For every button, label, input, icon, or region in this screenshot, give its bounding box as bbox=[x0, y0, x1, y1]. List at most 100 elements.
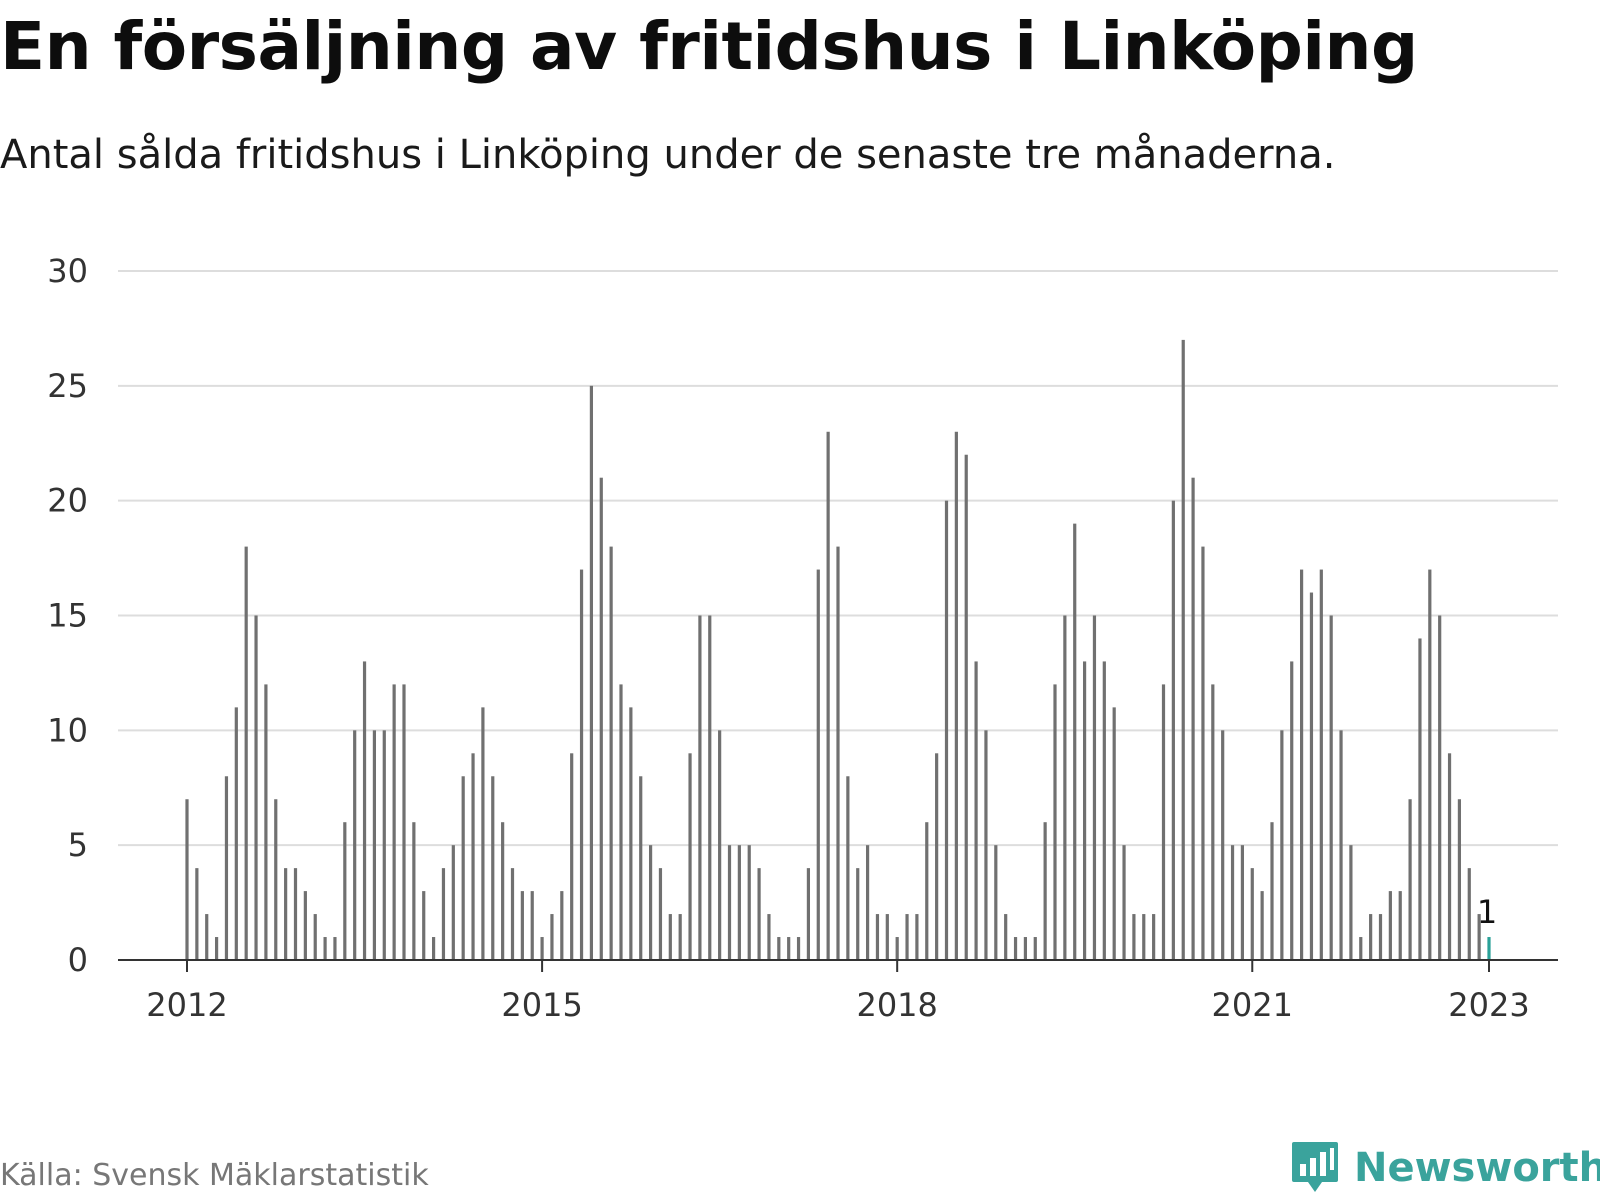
bar bbox=[214, 937, 219, 960]
bar bbox=[964, 454, 968, 960]
bar bbox=[1349, 845, 1353, 960]
bar bbox=[737, 845, 741, 960]
bar bbox=[974, 661, 978, 960]
bar bbox=[274, 799, 278, 960]
brand-logo: Newsworthy bbox=[1290, 1140, 1600, 1196]
y-tick-label: 15 bbox=[47, 597, 88, 635]
bar bbox=[629, 707, 633, 960]
bar bbox=[540, 937, 544, 960]
bar bbox=[441, 868, 446, 960]
x-tick-label: 2018 bbox=[856, 986, 937, 1024]
chart-title: En försäljning av fritidshus i Linköping bbox=[0, 8, 1418, 85]
bar bbox=[875, 914, 880, 960]
bar bbox=[954, 431, 958, 960]
x-tick-label: 2023 bbox=[1448, 986, 1529, 1024]
bar bbox=[412, 822, 416, 960]
bar bbox=[777, 937, 781, 960]
bar bbox=[1063, 615, 1067, 960]
bar bbox=[461, 776, 465, 960]
bar bbox=[1339, 730, 1343, 960]
bar bbox=[234, 707, 238, 960]
bar bbox=[1171, 500, 1175, 960]
bar bbox=[1477, 914, 1481, 960]
bar bbox=[481, 707, 485, 960]
bar bbox=[836, 546, 840, 960]
bar bbox=[708, 615, 712, 960]
bar bbox=[658, 868, 663, 960]
bar bbox=[796, 937, 801, 960]
bar bbox=[402, 684, 406, 960]
bar bbox=[944, 500, 949, 960]
bar bbox=[1418, 638, 1422, 960]
bar bbox=[1211, 684, 1215, 960]
bar bbox=[451, 845, 455, 960]
y-tick-label: 25 bbox=[47, 367, 88, 405]
bar bbox=[362, 661, 367, 960]
y-tick-label: 10 bbox=[47, 711, 88, 749]
chart-speech-bubble-icon bbox=[1292, 1142, 1338, 1192]
x-tick-label: 2012 bbox=[146, 986, 227, 1024]
bar bbox=[1447, 753, 1452, 960]
chart-subtitle: Antal sålda fritidshus i Linköping under… bbox=[0, 132, 1336, 178]
bar bbox=[422, 891, 426, 960]
bar bbox=[343, 822, 347, 960]
bar bbox=[491, 776, 495, 960]
bar bbox=[994, 845, 998, 960]
bar bbox=[333, 937, 337, 960]
bar bbox=[431, 937, 436, 960]
bar bbox=[639, 776, 643, 960]
bar bbox=[668, 914, 672, 960]
bar bbox=[244, 546, 248, 960]
bar bbox=[1033, 937, 1037, 960]
bar bbox=[1023, 937, 1028, 960]
bar bbox=[885, 914, 889, 960]
bar bbox=[895, 937, 899, 960]
bar bbox=[589, 385, 594, 960]
bar bbox=[570, 753, 574, 960]
bar bbox=[1122, 845, 1126, 960]
bar bbox=[560, 891, 564, 960]
bar bbox=[1230, 845, 1235, 960]
bar bbox=[264, 684, 268, 960]
annotations: 1 bbox=[1477, 893, 1497, 931]
bar bbox=[865, 845, 870, 960]
bar bbox=[1408, 799, 1412, 960]
y-tick-label: 5 bbox=[68, 826, 88, 864]
bar bbox=[826, 431, 830, 960]
bar bbox=[1112, 707, 1116, 960]
bar bbox=[698, 615, 702, 960]
bar bbox=[1092, 615, 1097, 960]
bar bbox=[284, 868, 288, 960]
bar bbox=[1043, 822, 1047, 960]
bar bbox=[1240, 845, 1245, 960]
y-tick-label: 30 bbox=[47, 252, 88, 290]
bar bbox=[510, 868, 515, 960]
bar bbox=[1309, 592, 1314, 960]
bar bbox=[846, 776, 850, 960]
bar bbox=[254, 615, 258, 960]
bar bbox=[1201, 546, 1205, 960]
bar bbox=[1388, 891, 1392, 960]
bar-chart: 0 5 10 15 20 25 30 2012 2015 2018 2021 2023 1 bbox=[47, 252, 1558, 1024]
bar bbox=[1428, 569, 1432, 960]
bar bbox=[372, 730, 377, 960]
bar bbox=[1004, 914, 1008, 960]
bar bbox=[1299, 569, 1304, 960]
bar bbox=[1438, 615, 1442, 960]
source-note: Källa: Svensk Mäklarstatistik bbox=[0, 1158, 429, 1193]
bar bbox=[550, 914, 554, 960]
bar bbox=[1329, 615, 1333, 960]
bar bbox=[1191, 477, 1195, 960]
bar bbox=[915, 914, 919, 960]
bar bbox=[323, 937, 327, 960]
x-tick-label: 2021 bbox=[1212, 986, 1293, 1024]
bar bbox=[856, 868, 860, 960]
bar bbox=[688, 753, 692, 960]
bar bbox=[1082, 661, 1087, 960]
bar bbox=[1270, 822, 1274, 960]
y-tick-label: 0 bbox=[68, 941, 88, 979]
bar bbox=[530, 891, 534, 960]
bar bbox=[1221, 730, 1225, 960]
bar bbox=[718, 730, 722, 960]
bar bbox=[984, 730, 988, 960]
